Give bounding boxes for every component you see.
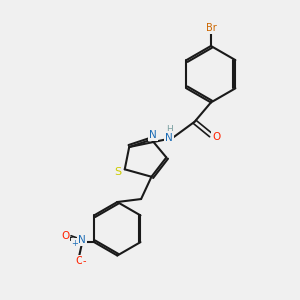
Text: N: N bbox=[78, 235, 86, 245]
Text: +: + bbox=[71, 239, 78, 248]
Text: -: - bbox=[83, 256, 86, 266]
Text: S: S bbox=[115, 167, 122, 177]
Text: Br: Br bbox=[206, 22, 216, 32]
Text: H: H bbox=[167, 125, 173, 134]
Text: N: N bbox=[149, 130, 157, 140]
Text: O: O bbox=[212, 132, 220, 142]
Text: N: N bbox=[165, 133, 172, 142]
Text: O: O bbox=[61, 231, 69, 241]
Text: O: O bbox=[75, 256, 83, 266]
